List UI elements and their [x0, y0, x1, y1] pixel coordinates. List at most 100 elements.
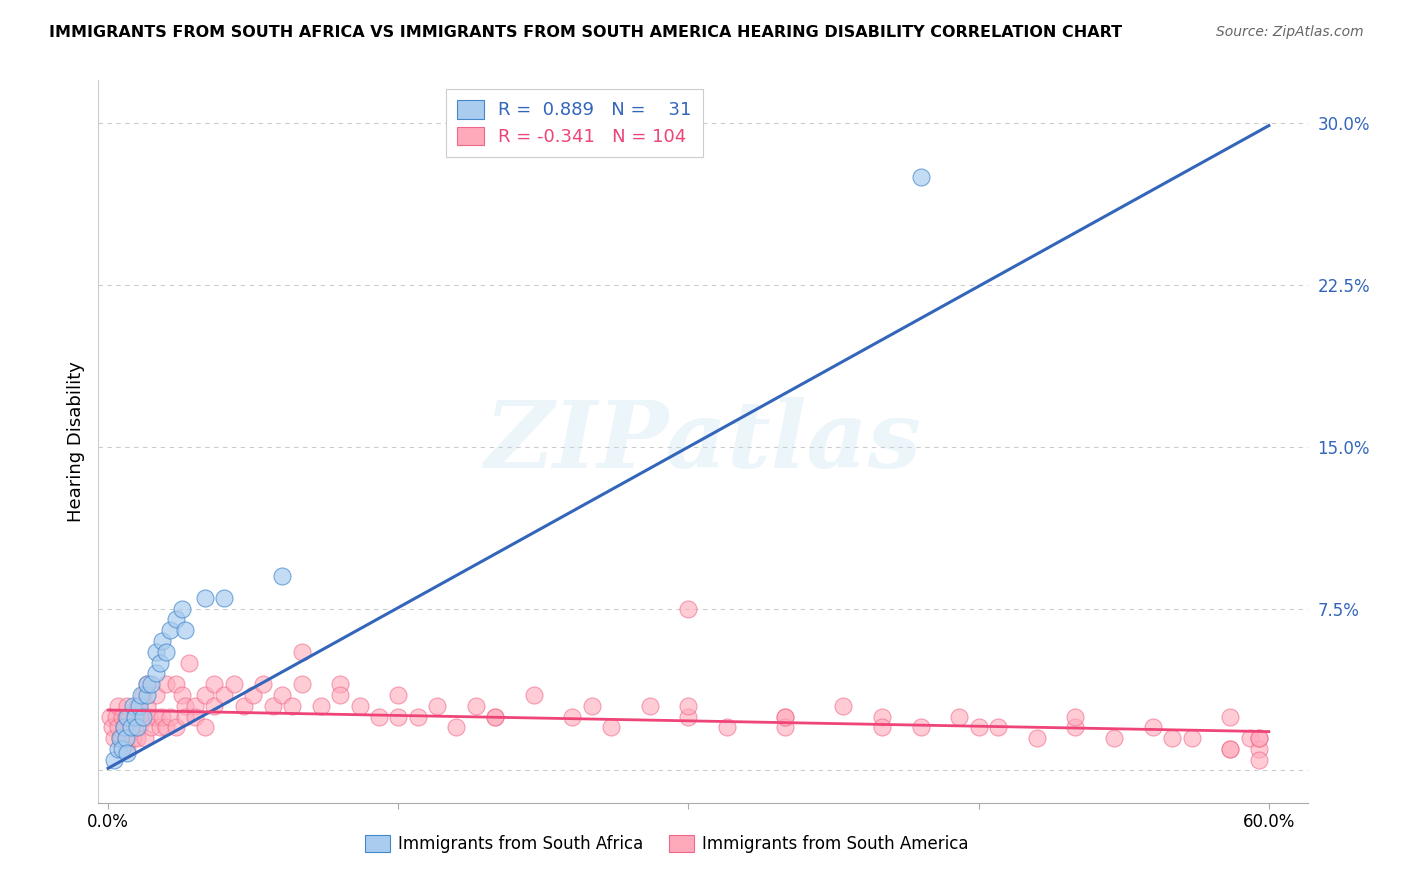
Point: [114, 731, 136, 745]
Point: [832, 698, 855, 713]
Point: [112, 720, 135, 734]
Point: [523, 688, 546, 702]
Point: [132, 709, 155, 723]
Point: [1249, 731, 1271, 745]
Point: [112, 720, 135, 734]
Y-axis label: Hearing Disability: Hearing Disability: [66, 361, 84, 522]
Point: [773, 720, 796, 734]
Point: [174, 698, 197, 713]
Point: [165, 677, 187, 691]
Point: [165, 612, 187, 626]
Point: [446, 720, 468, 734]
Point: [145, 709, 167, 723]
Point: [464, 698, 486, 713]
Point: [122, 731, 145, 745]
Point: [204, 698, 226, 713]
Point: [120, 720, 142, 734]
Point: [111, 742, 134, 756]
Point: [232, 698, 254, 713]
Point: [170, 601, 193, 615]
Point: [600, 720, 623, 734]
Point: [150, 634, 173, 648]
Point: [252, 677, 274, 691]
Point: [117, 698, 139, 713]
Point: [387, 709, 409, 723]
Point: [329, 688, 352, 702]
Point: [329, 677, 352, 691]
Point: [128, 698, 150, 713]
Point: [103, 731, 125, 745]
Point: [262, 698, 284, 713]
Point: [145, 688, 167, 702]
Point: [103, 753, 125, 767]
Point: [1219, 742, 1241, 756]
Point: [129, 688, 152, 702]
Text: ZIPatlas: ZIPatlas: [485, 397, 921, 486]
Point: [111, 731, 134, 745]
Point: [107, 742, 129, 756]
Text: IMMIGRANTS FROM SOUTH AFRICA VS IMMIGRANTS FROM SOUTH AMERICA HEARING DISABILITY: IMMIGRANTS FROM SOUTH AFRICA VS IMMIGRAN…: [49, 25, 1122, 40]
Point: [910, 170, 932, 185]
Point: [194, 591, 217, 605]
Point: [117, 742, 139, 756]
Point: [870, 720, 893, 734]
Point: [678, 601, 700, 615]
Point: [127, 720, 149, 734]
Point: [170, 688, 193, 702]
Point: [145, 645, 167, 659]
Point: [484, 709, 506, 723]
Point: [1161, 731, 1184, 745]
Point: [108, 731, 131, 745]
Point: [773, 709, 796, 723]
Point: [179, 656, 201, 670]
Point: [212, 688, 235, 702]
Point: [165, 720, 187, 734]
Point: [108, 731, 131, 745]
Point: [117, 709, 139, 723]
Point: [910, 720, 932, 734]
Point: [149, 656, 172, 670]
Point: [1025, 731, 1047, 745]
Point: [124, 709, 146, 723]
Point: [1219, 742, 1241, 756]
Point: [111, 709, 134, 723]
Point: [114, 709, 136, 723]
Point: [101, 720, 124, 734]
Point: [368, 709, 391, 723]
Point: [135, 677, 157, 691]
Point: [638, 698, 661, 713]
Point: [114, 731, 136, 745]
Point: [1249, 753, 1271, 767]
Point: [155, 645, 177, 659]
Point: [134, 731, 156, 745]
Point: [174, 624, 197, 638]
Point: [122, 698, 145, 713]
Point: [135, 698, 157, 713]
Point: [107, 720, 129, 734]
Point: [212, 591, 235, 605]
Point: [271, 688, 294, 702]
Point: [139, 720, 162, 734]
Point: [117, 746, 139, 760]
Point: [716, 720, 738, 734]
Point: [98, 709, 121, 723]
Point: [581, 698, 603, 713]
Point: [194, 688, 217, 702]
Point: [104, 709, 127, 723]
Point: [870, 709, 893, 723]
Legend: Immigrants from South Africa, Immigrants from South America: Immigrants from South Africa, Immigrants…: [359, 828, 976, 860]
Point: [124, 709, 146, 723]
Point: [107, 698, 129, 713]
Point: [290, 677, 312, 691]
Point: [120, 720, 142, 734]
Point: [1180, 731, 1202, 745]
Point: [1064, 720, 1087, 734]
Point: [561, 709, 583, 723]
Point: [1102, 731, 1125, 745]
Point: [1142, 720, 1164, 734]
Point: [159, 624, 181, 638]
Point: [155, 677, 177, 691]
Point: [194, 720, 217, 734]
Point: [1239, 731, 1261, 745]
Point: [948, 709, 970, 723]
